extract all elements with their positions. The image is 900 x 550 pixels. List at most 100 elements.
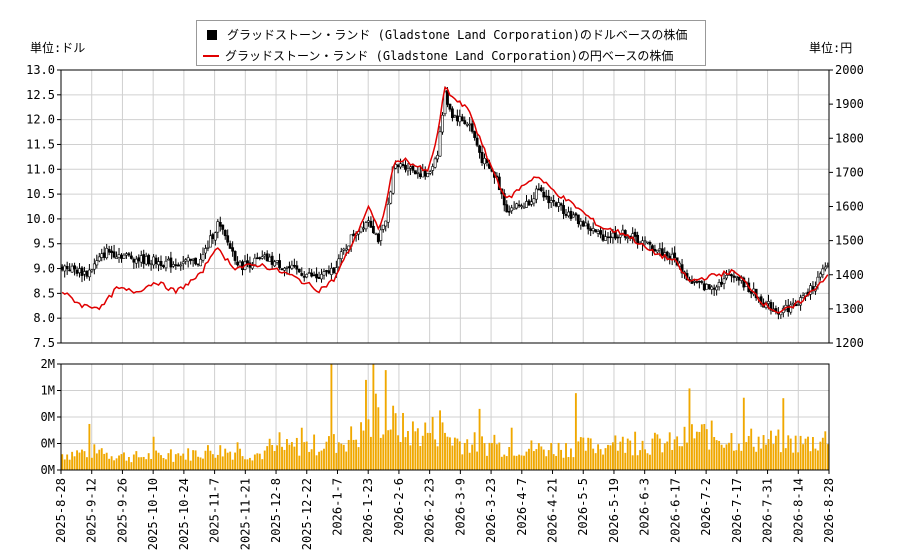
- volume-bar: [498, 442, 501, 470]
- candle-body: [455, 115, 459, 122]
- volume-bar: [476, 451, 479, 470]
- candle-body: [542, 191, 546, 198]
- candle-body: [63, 265, 67, 272]
- candle-body: [613, 231, 617, 239]
- candle-body: [564, 213, 568, 216]
- volume-bar: [508, 447, 511, 470]
- candle-body: [152, 256, 156, 266]
- candle-body: [767, 301, 770, 304]
- volume-bar: [468, 452, 471, 470]
- candle-body: [283, 267, 286, 271]
- y-left-tick-label: 10.0: [26, 212, 55, 226]
- y-right-tick-label: 1900: [835, 97, 864, 111]
- volume-bar: [505, 456, 508, 470]
- candle-body: [653, 248, 657, 252]
- volume-bar: [177, 453, 180, 470]
- volume-bar: [355, 439, 358, 470]
- volume-bar: [377, 407, 380, 470]
- price-frame: [60, 69, 830, 344]
- volume-bar: [661, 452, 664, 470]
- candle-body: [547, 195, 551, 204]
- volume-bar: [335, 452, 338, 470]
- candle-body: [401, 164, 405, 167]
- candle-body: [460, 116, 464, 121]
- candle-body: [204, 248, 207, 254]
- x-tick-label: 2025-12-22: [300, 478, 314, 550]
- volume-bar: [219, 445, 222, 470]
- volume-bar: [619, 441, 622, 470]
- volume-bar: [165, 459, 167, 470]
- candle-body: [717, 282, 721, 288]
- candle-body: [270, 255, 274, 265]
- volume-bar: [471, 444, 474, 470]
- y-right-tick-label: 1200: [835, 336, 864, 350]
- y-left-tick-label: 10.5: [26, 187, 55, 201]
- candle-body: [520, 205, 523, 208]
- volume-bar: [187, 448, 190, 470]
- x-tick-label: 2025-8-28: [54, 478, 68, 543]
- volume-bar: [108, 458, 111, 470]
- volume-bar: [636, 455, 639, 470]
- volume-bar: [720, 444, 723, 470]
- candle-body: [421, 170, 425, 178]
- candle-body: [693, 280, 696, 283]
- volume-bar: [562, 457, 565, 470]
- volume-bar: [762, 435, 765, 470]
- volume-bar: [337, 442, 340, 470]
- candle-body: [201, 253, 205, 261]
- x-tick-label: 2025-9-12: [85, 478, 99, 543]
- volume-bar: [495, 444, 498, 470]
- candle-body: [117, 254, 121, 258]
- volume-bar: [286, 439, 288, 470]
- volume-bar: [83, 451, 86, 470]
- volume-bar: [162, 457, 165, 470]
- x-tick-label: 2026-5-19: [607, 478, 621, 543]
- volume-bar: [582, 437, 585, 470]
- candle-body: [505, 204, 509, 213]
- candle-body: [310, 272, 314, 277]
- candle-body: [194, 257, 197, 265]
- candle-body: [369, 220, 373, 228]
- candle-body: [648, 242, 652, 245]
- volume-bar: [473, 432, 476, 470]
- candle-body: [70, 265, 74, 273]
- volume-bar: [179, 455, 182, 470]
- volume-bar: [770, 430, 772, 470]
- volume-bar: [374, 393, 377, 470]
- volume-bar: [802, 444, 805, 470]
- candle-body: [643, 240, 647, 243]
- volume-bar: [365, 379, 367, 470]
- candle-body: [799, 297, 803, 306]
- volume-bar: [735, 450, 738, 470]
- volume-bar: [429, 432, 432, 470]
- volume-bar: [367, 419, 370, 470]
- volume-bar: [244, 459, 246, 470]
- y-right-tick-label: 1700: [835, 165, 864, 179]
- volume-bar: [550, 442, 553, 470]
- volume-bar: [271, 445, 274, 470]
- candle-body: [512, 207, 516, 210]
- candle-body: [725, 275, 728, 279]
- candle-body: [769, 302, 773, 311]
- candle-body: [290, 264, 294, 269]
- volume-bar: [110, 456, 113, 470]
- volume-bar: [387, 430, 390, 470]
- volume-bar: [152, 436, 155, 470]
- volume-bar: [797, 452, 800, 470]
- volume-bar: [209, 450, 212, 470]
- candle-body: [273, 261, 277, 267]
- candle-body: [302, 276, 306, 278]
- volume-bar: [819, 441, 822, 470]
- volume-bar: [184, 459, 187, 470]
- volume-bar: [631, 455, 634, 470]
- x-tick-label: 2025-12-8: [269, 478, 283, 543]
- candle-body: [399, 163, 402, 168]
- candle-body: [231, 247, 235, 252]
- candle-body: [154, 257, 158, 264]
- candle-body: [522, 206, 526, 209]
- volume-bar: [609, 445, 612, 470]
- y-right-tick-label: 2000: [835, 63, 864, 77]
- volume-bar: [174, 454, 177, 470]
- volume-bar: [789, 438, 792, 470]
- candle-body: [609, 236, 612, 239]
